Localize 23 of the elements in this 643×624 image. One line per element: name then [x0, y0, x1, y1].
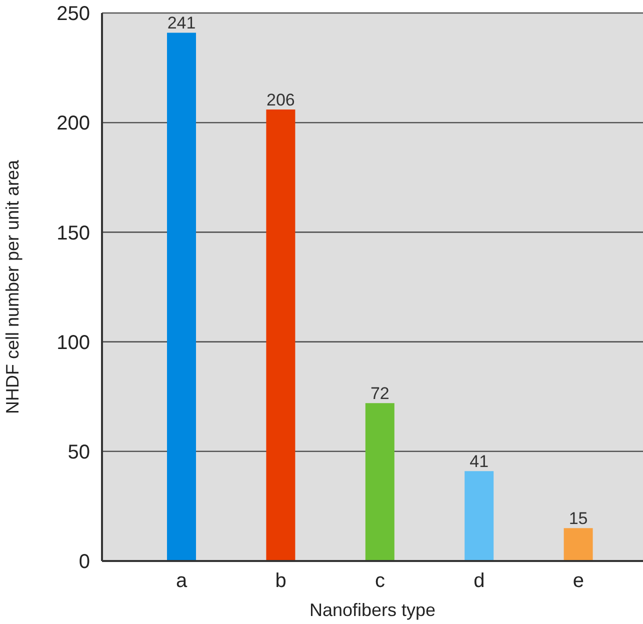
y-tick-label: 250 — [56, 3, 90, 26]
y-tick-label: 150 — [56, 222, 90, 244]
x-tick-label: c — [375, 570, 385, 592]
x-tick-label: a — [176, 570, 188, 592]
y-tick-label: 0 — [78, 551, 90, 574]
x-axis-title: Nanofibers type — [309, 600, 436, 620]
bar — [167, 32, 196, 561]
data-label: 72 — [370, 384, 390, 404]
data-label: 241 — [167, 14, 196, 33]
data-label: 15 — [568, 509, 588, 528]
y-axis-title: NHDF cell number per unit area — [2, 158, 22, 414]
bar — [564, 528, 593, 561]
bar — [365, 403, 394, 561]
y-tick-label: 100 — [56, 332, 90, 354]
bar — [464, 471, 494, 561]
y-tick-label: 200 — [56, 112, 90, 135]
bar — [266, 109, 296, 561]
x-tick-label: b — [275, 570, 286, 592]
y-tick-label: 50 — [68, 442, 90, 464]
x-tick-label: d — [474, 570, 485, 592]
data-label: 206 — [266, 90, 295, 110]
data-label: 41 — [470, 452, 489, 472]
x-tick-label: e — [572, 570, 584, 592]
